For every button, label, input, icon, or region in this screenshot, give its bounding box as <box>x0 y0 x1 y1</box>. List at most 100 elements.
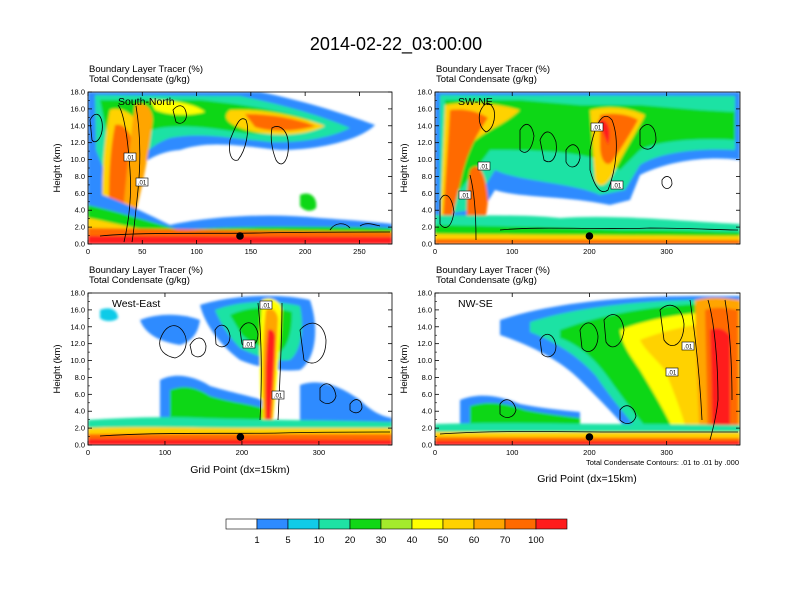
colorbar-swatch <box>287 518 320 530</box>
y-tick-label: 10.0 <box>417 155 432 164</box>
y-tick-label: 6.0 <box>75 189 85 198</box>
colorbar-label: 70 <box>500 535 511 546</box>
y-tick-label: 4.0 <box>75 407 85 416</box>
y-tick-label: 12.0 <box>70 339 85 348</box>
y-tick-label: 6.0 <box>75 390 85 399</box>
contour-label: .01 <box>480 165 489 171</box>
y-tick-label: 16.0 <box>417 104 432 113</box>
colorbar-label: 60 <box>469 535 480 546</box>
colorbar-label: 30 <box>376 535 387 546</box>
y-axis-title: Height (km) <box>52 143 63 192</box>
x-tick-label: 200 <box>236 448 249 457</box>
x-tick-label: 200 <box>299 247 312 256</box>
y-tick-label: 12.0 <box>417 138 432 147</box>
x-tick-label: 0 <box>433 247 437 256</box>
x-tick-label: 0 <box>86 448 90 457</box>
x-tick-label: 300 <box>660 448 673 457</box>
y-tick-label: 2.0 <box>422 424 432 433</box>
panel-label: NW-SE <box>458 298 493 310</box>
y-tick-label: 0.0 <box>422 240 432 249</box>
colorbar-swatch <box>256 518 289 530</box>
contour-label: .01 <box>684 345 693 351</box>
y-tick-label: 6.0 <box>422 390 432 399</box>
colorbar-swatch <box>380 518 413 530</box>
colorbar-label: 10 <box>314 535 325 546</box>
y-tick-label: 8.0 <box>75 373 85 382</box>
colorbar-label: 1 <box>254 535 259 546</box>
x-tick-label: 250 <box>353 247 366 256</box>
panel-sw-ne: Boundary Layer Tracer (%) Total Condensa… <box>399 64 741 256</box>
x-tick-label: 0 <box>433 448 437 457</box>
location-marker <box>236 433 245 441</box>
panel-title-line1: Boundary Layer Tracer (%) <box>436 64 550 75</box>
colorbar-swatch <box>225 518 258 530</box>
y-axis-title: Height (km) <box>52 344 63 393</box>
panel-title-line1: Boundary Layer Tracer (%) <box>89 265 203 276</box>
y-axis-title: Height (km) <box>399 344 410 393</box>
colorbar-label: 40 <box>407 535 418 546</box>
contour-label: .01 <box>461 194 470 200</box>
y-tick-label: 16.0 <box>70 104 85 113</box>
y-tick-label: 10.0 <box>417 356 432 365</box>
contour-label-box <box>259 300 273 310</box>
x-tick-label: 200 <box>583 448 596 457</box>
heatmap-field <box>435 92 740 244</box>
y-tick-label: 10.0 <box>70 356 85 365</box>
y-tick-label: 18.0 <box>417 289 432 298</box>
y-tick-label: 16.0 <box>417 305 432 314</box>
colorbar-swatch <box>411 518 444 530</box>
y-tick-label: 0.0 <box>422 441 432 450</box>
contour-label: .01 <box>668 371 677 377</box>
colorbar-label: 20 <box>345 535 356 546</box>
contour-label: .01 <box>126 156 135 162</box>
y-tick-label: 0.0 <box>75 441 85 450</box>
x-axis-title: Grid Point (dx=15km) <box>190 464 290 476</box>
y-tick-label: 14.0 <box>417 322 432 331</box>
colorbar-swatch <box>349 518 382 530</box>
location-marker <box>585 433 594 441</box>
panel-south-north: Boundary Layer Tracer (%) Total Condensa… <box>52 64 393 256</box>
panel-label: West-East <box>112 298 160 310</box>
y-tick-label: 8.0 <box>422 373 432 382</box>
y-tick-label: 6.0 <box>422 189 432 198</box>
x-tick-label: 200 <box>583 247 596 256</box>
colorbar-label: 50 <box>438 535 449 546</box>
panel-title-line1: Boundary Layer Tracer (%) <box>89 64 203 75</box>
location-marker <box>585 232 594 240</box>
y-axis-title: Height (km) <box>399 143 410 192</box>
x-tick-label: 150 <box>245 247 258 256</box>
heatmap-field <box>88 92 392 244</box>
contour-label: .01 <box>138 181 147 187</box>
contour-label-box <box>458 190 472 200</box>
colorbar-label: 100 <box>528 535 544 546</box>
colorbar-swatch <box>318 518 351 530</box>
panel-label: South-North <box>118 96 175 108</box>
panel-title-line2: Total Condensate (g/kg) <box>89 74 190 85</box>
contour-label-box <box>242 339 256 349</box>
location-marker <box>236 232 244 240</box>
y-tick-label: 14.0 <box>70 121 85 130</box>
y-tick-label: 2.0 <box>422 223 432 232</box>
x-tick-label: 0 <box>86 247 90 256</box>
contour-label-box <box>123 152 137 162</box>
contour-label: .01 <box>613 184 622 190</box>
y-tick-label: 18.0 <box>70 88 85 97</box>
contour-label-box <box>590 122 604 132</box>
contour-label: .01 <box>274 394 283 400</box>
panel-title-line2: Total Condensate (g/kg) <box>436 74 537 85</box>
colorbar-swatch <box>442 518 475 530</box>
y-tick-label: 4.0 <box>422 407 432 416</box>
x-tick-label: 100 <box>506 247 519 256</box>
heatmap-field <box>88 293 392 445</box>
colorbar-label: 5 <box>285 535 290 546</box>
y-tick-label: 8.0 <box>75 172 85 181</box>
contour-label: .01 <box>245 343 254 349</box>
x-tick-label: 300 <box>313 448 326 457</box>
panel-west-east: Boundary Layer Tracer (%) Total Condensa… <box>52 265 393 476</box>
contour-footnote: Total Condensate Contours: .01 to .01 by… <box>586 458 739 467</box>
y-tick-label: 2.0 <box>75 424 85 433</box>
x-tick-label: 100 <box>190 247 203 256</box>
y-tick-label: 14.0 <box>417 121 432 130</box>
contour-label-box <box>477 161 491 171</box>
